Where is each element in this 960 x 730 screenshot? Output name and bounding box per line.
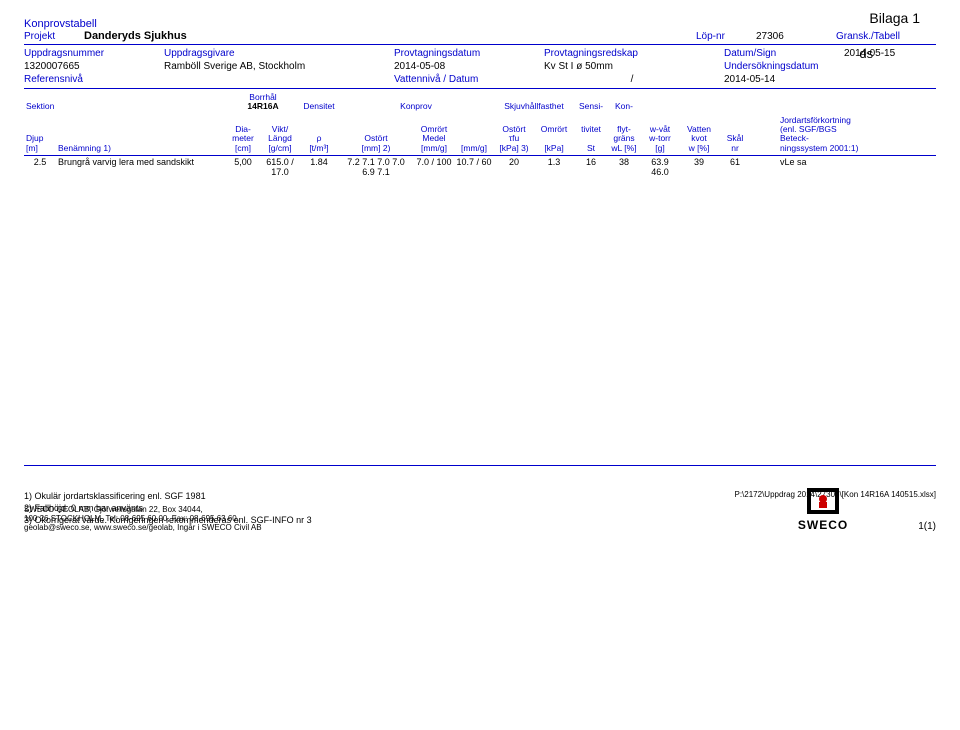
cell-benamning: Brungrå varvig lera med sandskikt [56, 158, 226, 178]
projekt-label: Projekt [24, 31, 84, 42]
table-row: 2.5 Brungrå varvig lera med sandskikt 5,… [24, 156, 936, 180]
uppdragsnummer-value: 1320007665 [24, 61, 164, 72]
page-number: 1(1) [918, 521, 936, 532]
kon-lbl: Kon- [610, 102, 638, 111]
uppdragsnummer-lbl: Uppdragsnummer [24, 48, 164, 59]
meta-labels-1: Uppdragsnummer Uppdragsgivare Provtagnin… [24, 47, 936, 60]
provdatum-lbl: Provtagningsdatum [394, 48, 544, 59]
vattenniva-lbl: Vattennivå / Datum [394, 74, 544, 85]
col-skal2: nr [720, 144, 750, 153]
ds-label: ds [859, 46, 920, 61]
col-djup-unit: [m] [26, 144, 38, 153]
cell-st: 16 [574, 158, 608, 178]
konprovstabell-title: Konprovstabell [24, 18, 936, 30]
logo-text: SWECO [798, 518, 848, 532]
cell-rho: 1.84 [300, 158, 338, 178]
uppdragsgivare-value: Ramböll Sverige AB, Stockholm [164, 61, 394, 72]
undersok-datum: 2014-05-14 [724, 74, 844, 85]
meta-row-3: Referensnivå Vattennivå / Datum / 2014-0… [24, 73, 936, 86]
provdatum-value: 2014-05-08 [394, 61, 544, 72]
uppdragsgivare-lbl: Uppdragsgivare [164, 48, 394, 59]
cell-kpa: 1.3 [534, 158, 574, 178]
col-rho-unit: [t/m³] [302, 144, 336, 153]
cell-ostort: 7.2 7.1 7.0 7.0 6.9 7.1 [338, 158, 414, 178]
page-footer: SWECO GEOLAB, Gjörwellsgatan 22, Box 340… [24, 486, 936, 532]
cell-jord: vLe sa [778, 158, 868, 178]
cell-medel: 7.0 / 100 [414, 158, 454, 178]
col-mmg1: [mm/g] [416, 144, 452, 153]
undersok-label: Undersökningsdatum [724, 61, 844, 72]
borrhål-value: 14R16A [228, 102, 298, 111]
top-right-block: Bilaga 1 ds [869, 10, 920, 61]
col-wvat3: [g] [642, 144, 678, 153]
slash: / [544, 74, 724, 85]
cell-vikt: 615.0 / 17.0 [260, 158, 300, 178]
footer-addr-3: geolab@sweco.se, www.sweco.se/geolab, In… [24, 523, 262, 532]
cell-djup: 2.5 [24, 158, 56, 178]
footer-addr-1: SWECO GEOLAB, Gjörwellsgatan 22, Box 340… [24, 505, 262, 514]
footer-address: SWECO GEOLAB, Gjörwellsgatan 22, Box 340… [24, 505, 262, 532]
logo-icon [805, 486, 841, 516]
col-vikt3: [g/cm] [262, 144, 298, 153]
column-headers: Djup [m] Benämning 1) Dia- meter [cm] Vi… [24, 114, 936, 156]
table-body: 2.5 Brungrå varvig lera med sandskikt 5,… [24, 156, 936, 466]
divider [24, 88, 936, 89]
col-jord2: (enl. SGF/BGS Beteck- [780, 125, 866, 144]
cell-diameter: 5,00 [226, 158, 260, 178]
col-tau-unit: [kPa] 3) [496, 144, 532, 153]
skjuv-lbl: Skjuvhållfasthet [496, 102, 572, 111]
projekt-value: Danderyds Sjukhus [84, 30, 696, 42]
cell-skal: 61 [718, 158, 752, 178]
konprov-lbl: Konprov [340, 102, 492, 111]
provredskap-value: Kv St I ø 50mm [544, 61, 724, 72]
attachment-label: Bilaga 1 [869, 10, 920, 26]
col-ostort-unit: [mm] 2) [340, 144, 412, 153]
datumsign-lbl: Datum/Sign [724, 48, 844, 59]
divider [24, 44, 936, 45]
cell-tau: 20 [494, 158, 534, 178]
sweco-logo: SWECO [798, 486, 848, 532]
sensi-lbl: Sensi- [576, 102, 606, 111]
column-groups: Sektion Borrhål 14R16A Densitet Konprov … [24, 91, 936, 114]
cell-vatten: 39 [680, 158, 718, 178]
col-flyt3: wL [%] [610, 144, 638, 153]
lopnr-label: Löp-nr [696, 31, 756, 42]
col-benamning: Benämning 1) [58, 144, 111, 153]
col-kpa: [kPa] [536, 144, 572, 153]
provredskap-lbl: Provtagningsredskap [544, 48, 724, 59]
cell-flyt: 38 [608, 158, 640, 178]
meta-values-2: 1320007665 Ramböll Sverige AB, Stockholm… [24, 60, 936, 73]
lopnr-value: 27306 [756, 31, 836, 42]
col-vatten3: w [%] [682, 144, 716, 153]
col-dia3: [cm] [228, 144, 258, 153]
col-jord3: ningssystem 2001:1) [780, 144, 858, 153]
cell-omrort: 10.7 / 60 [454, 158, 494, 178]
sektion-lbl: Sektion [26, 102, 54, 111]
cell-wvat: 63.9 46.0 [640, 158, 680, 178]
col-st: St [576, 144, 606, 153]
densitet-lbl: Densitet [302, 102, 336, 111]
referensniva-lbl: Referensnivå [24, 74, 164, 85]
footer-addr-2: 100 26 STOCKHOLM, Tel: 08-695 60 00, Fax… [24, 514, 262, 523]
col-mmg2: [mm/g] [456, 144, 492, 153]
